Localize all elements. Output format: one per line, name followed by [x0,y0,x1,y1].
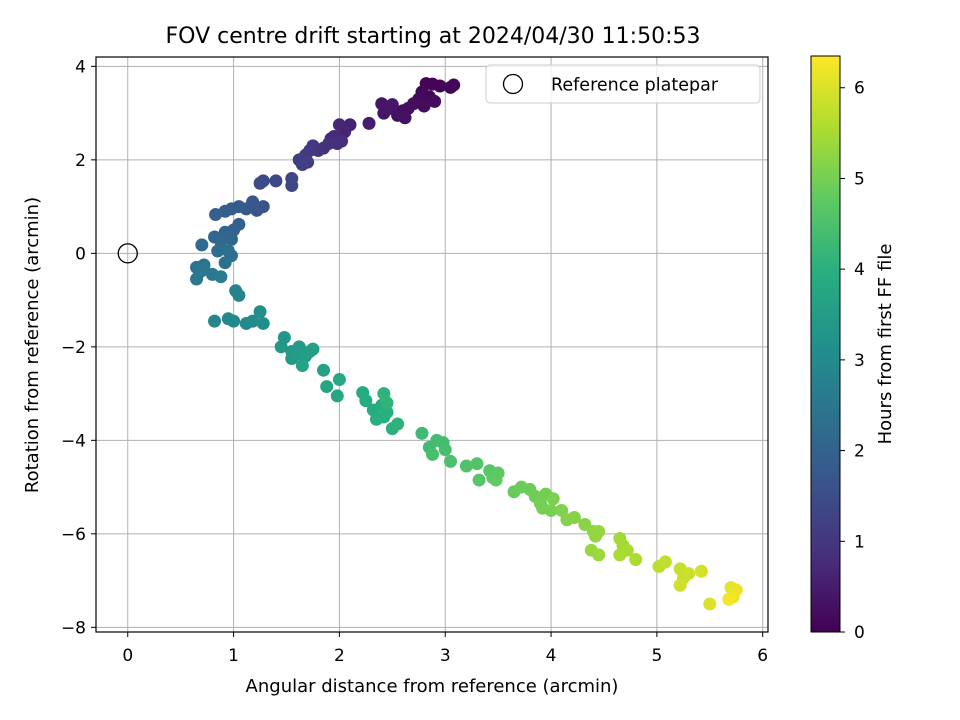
data-point [629,553,643,567]
y-tick-label: 4 [75,57,86,77]
data-point [218,256,232,270]
data-point [546,492,560,506]
data-point [377,106,391,120]
data-point [544,503,558,517]
data-point [391,417,405,431]
data-point [190,272,204,286]
data-point [592,524,606,538]
data-point [317,363,331,377]
data-point [208,314,222,328]
data-point [380,405,394,419]
data-points [190,77,743,611]
x-tick-label: 6 [757,646,768,666]
y-tick-label: −4 [61,431,86,451]
data-point [224,232,238,246]
y-tick-label: −8 [61,618,86,638]
y-tick-label: −6 [61,525,86,545]
reference-point [117,243,138,264]
data-point [703,597,717,611]
x-tick-label: 4 [546,646,557,666]
x-tick-label: 0 [122,646,133,666]
colorbar-tick-label: 3 [854,351,865,371]
data-point [253,176,267,190]
data-point [227,314,241,328]
data-point [295,158,309,172]
data-point [459,459,473,473]
data-point [428,94,442,108]
data-point [613,548,627,562]
y-axis-label: Rotation from reference (arcmin) [22,197,43,493]
data-point [426,447,440,461]
colorbar-tick-label: 0 [854,623,865,643]
x-tick-label: 5 [651,646,662,666]
data-point [673,578,687,592]
data-point [209,208,223,222]
legend-box [485,64,761,104]
x-axis-label: Angular distance from reference (arcmin) [246,676,619,697]
colorbar: 0 1 2 3 4 5 6 Hours from first FF file [810,55,896,643]
data-point [438,443,452,457]
data-point [658,555,672,569]
data-point [567,510,581,524]
colorbar-label: Hours from first FF file [875,244,896,445]
colorbar-tick-label: 5 [854,169,865,189]
y-tick-label: −2 [61,338,86,358]
data-point [489,473,503,487]
data-point [470,457,484,471]
data-point [332,118,346,132]
data-point [332,373,346,387]
data-point [269,174,283,188]
legend-marker [502,73,524,95]
colorbar-tick-label: 1 [854,532,865,552]
reference-marker [117,243,138,264]
legend-entry-reference: Reference platepar [551,76,719,96]
y-tick-label: 2 [75,151,86,171]
data-point [253,305,267,319]
data-point [214,270,228,284]
data-point [359,394,373,408]
data-point [195,238,209,252]
y-tick-label: 0 [75,244,86,264]
data-point [232,288,246,302]
grid-lines [96,57,768,632]
data-point [385,98,399,112]
x-tick-label: 2 [334,646,345,666]
data-point [330,389,344,403]
x-tick-label: 3 [440,646,451,666]
data-point [380,396,394,410]
chart-title: FOV centre drift starting at 2024/04/30 … [166,24,701,49]
colorbar-tick-label: 2 [854,442,865,462]
data-point [417,99,431,113]
data-point [362,116,376,130]
x-tick-label: 1 [228,646,239,666]
data-point [472,473,486,487]
data-point [447,78,461,92]
data-point [444,454,458,468]
y-axis-ticks: −8 −6 −4 −2 0 2 4 [61,57,96,638]
x-axis-ticks: 0 1 2 3 4 5 6 [122,632,768,666]
data-point [274,340,288,354]
colorbar-tick-label: 4 [854,260,865,280]
data-point [415,426,429,440]
data-point [694,564,708,578]
data-point [592,548,606,562]
data-point [322,136,336,150]
data-point [433,79,447,93]
colorbar-tick-label: 6 [854,79,865,99]
data-point [295,359,309,373]
data-point [320,380,334,394]
data-point [722,592,736,606]
data-point [246,314,260,328]
colorbar-gradient [810,55,841,633]
plot-frame [95,56,769,633]
data-point [398,111,412,125]
colorbar-ticks: 0 1 2 3 4 5 6 [840,79,865,643]
data-point [211,244,225,258]
legend: Reference platepar [485,64,761,104]
data-point [306,342,320,356]
data-point [682,567,696,581]
data-point [256,316,270,330]
data-point [285,179,299,193]
